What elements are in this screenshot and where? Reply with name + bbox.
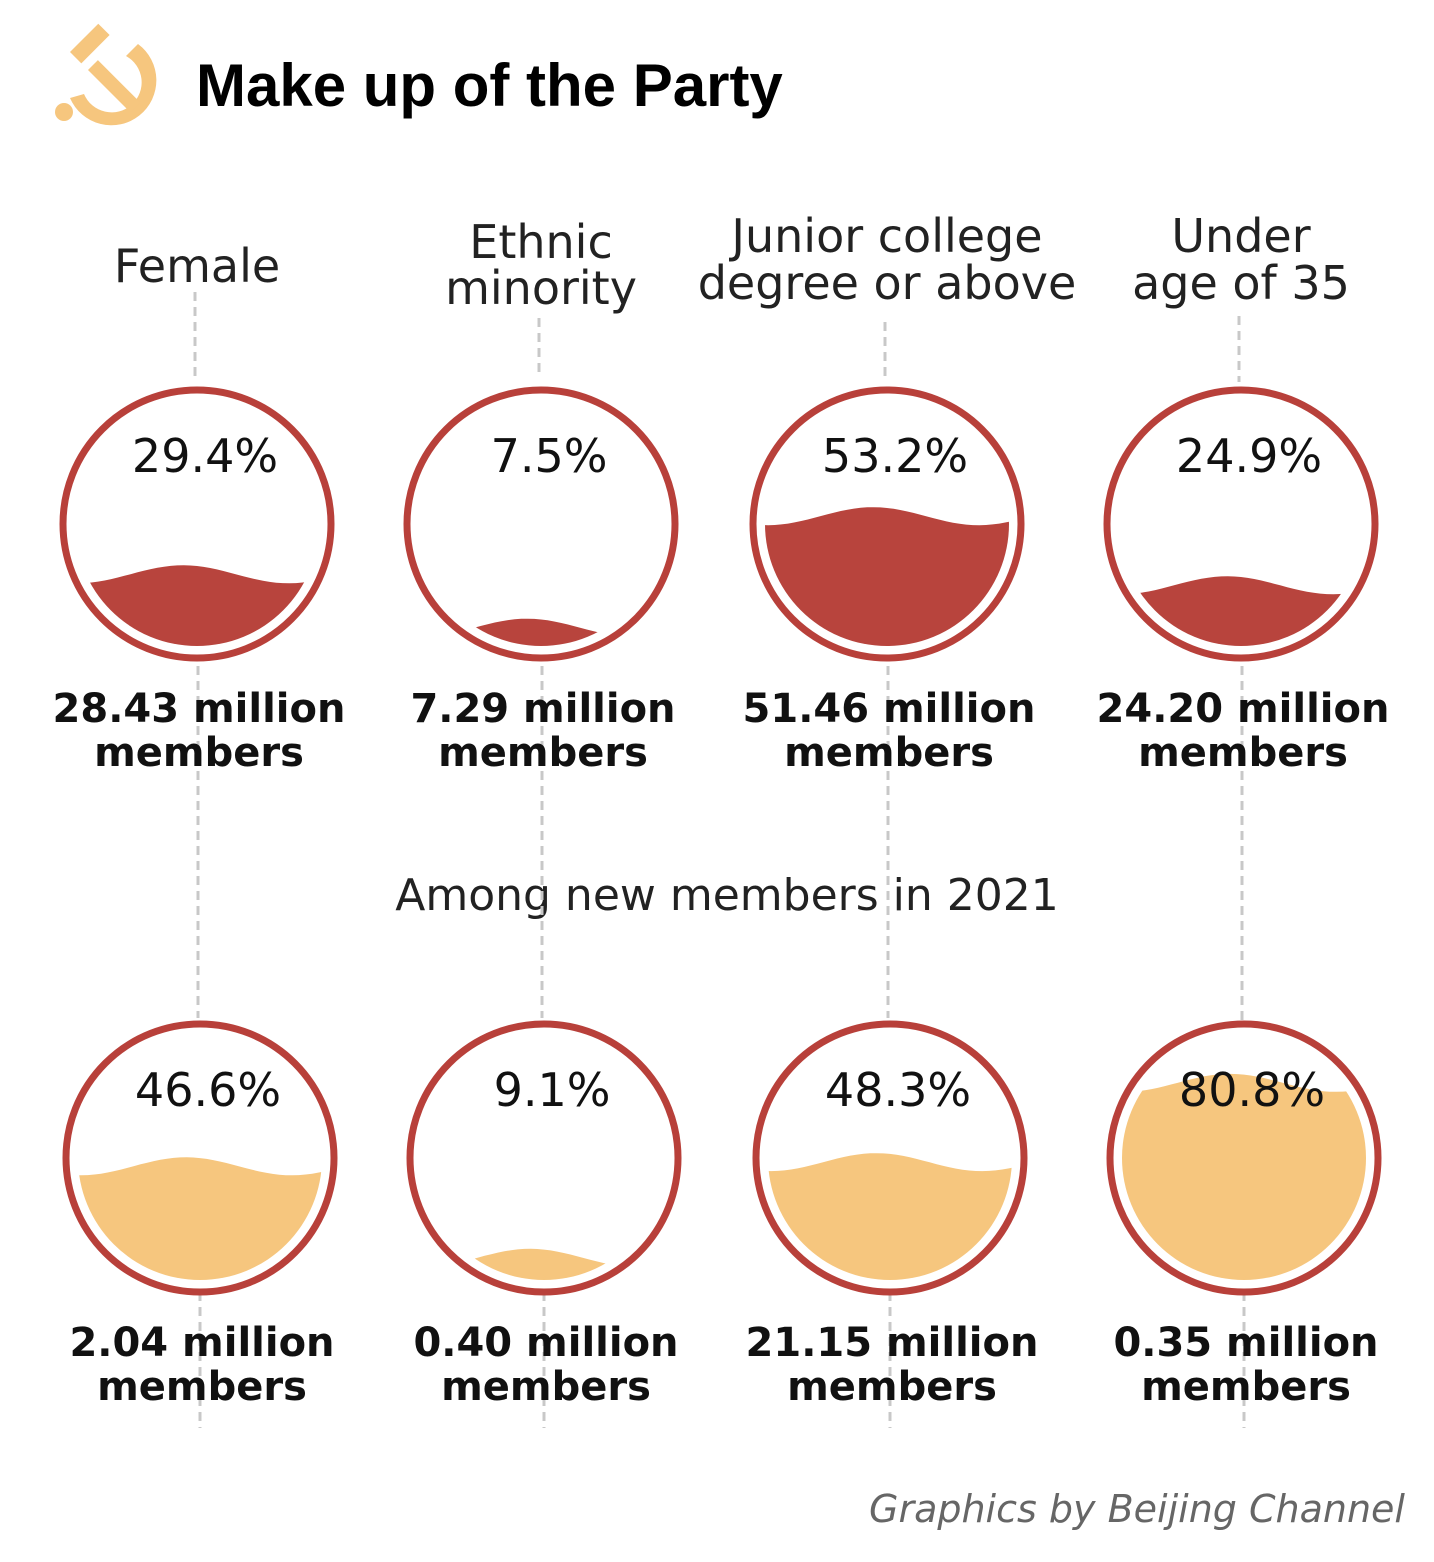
category-label: degree or above (698, 256, 1077, 310)
gauge-fill (78, 1157, 322, 1280)
gauge-fill (1122, 1073, 1366, 1280)
member-count-label: members (438, 730, 648, 776)
percent-label: 80.8% (1179, 1063, 1325, 1117)
percent-label: 29.4% (132, 429, 278, 483)
hammer-sickle-emblem-icon (55, 23, 157, 126)
member-count-label: 0.35 million (1113, 1320, 1378, 1366)
percent-label: 53.2% (822, 429, 968, 483)
category-label: Junior college (728, 209, 1042, 263)
gauge-fill (765, 507, 1009, 646)
member-count-label: 21.15 million (746, 1320, 1039, 1366)
member-count-label: members (94, 730, 304, 776)
member-count-label: members (1138, 730, 1348, 776)
gauge-ring (406, 1020, 682, 1296)
gauge-ring (403, 386, 679, 662)
member-count-label: 28.43 million (53, 686, 346, 732)
member-count-label: 7.29 million (410, 686, 675, 732)
category-label: minority (445, 261, 637, 315)
category-label: age of 35 (1132, 256, 1350, 310)
member-count-label: 24.20 million (1097, 686, 1390, 732)
category-label: Under (1171, 209, 1310, 263)
member-count-label: 2.04 million (69, 1320, 334, 1366)
credit: Graphics by Beijing Channel (869, 1487, 1405, 1531)
member-count-label: members (787, 1364, 997, 1410)
member-count-label: members (784, 730, 994, 776)
member-count-label: members (1141, 1364, 1351, 1410)
member-count-label: 51.46 million (743, 686, 1036, 732)
category-label: Female (114, 239, 280, 293)
member-count-label: members (441, 1364, 651, 1410)
subtitle-new-members: Among new members in 2021 (395, 870, 1058, 921)
gauge-fill (768, 1153, 1012, 1280)
percent-label: 48.3% (825, 1063, 971, 1117)
page-title: Make up of the Party (196, 52, 783, 119)
percent-label: 24.9% (1176, 429, 1322, 483)
category-label: Ethnic (469, 215, 612, 269)
percent-label: 9.1% (494, 1063, 611, 1117)
member-count-label: members (97, 1364, 307, 1410)
percent-label: 7.5% (491, 429, 608, 483)
member-count-label: 0.40 million (413, 1320, 678, 1366)
percent-label: 46.6% (135, 1063, 281, 1117)
